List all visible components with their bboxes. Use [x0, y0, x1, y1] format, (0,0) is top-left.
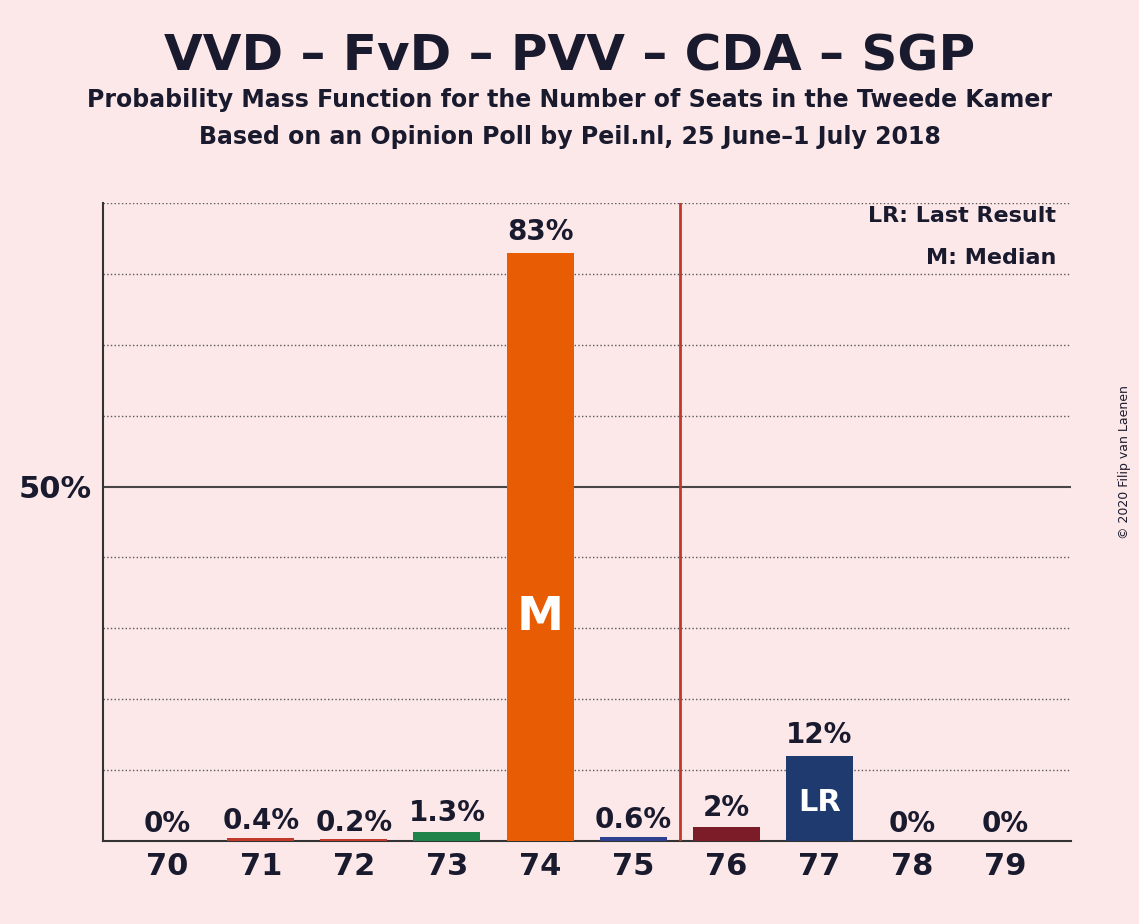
Bar — [228, 838, 294, 841]
Bar — [599, 836, 666, 841]
Text: 0.2%: 0.2% — [316, 808, 393, 836]
Text: M: M — [517, 595, 564, 640]
Text: LR: LR — [798, 788, 841, 817]
Text: Based on an Opinion Poll by Peil.nl, 25 June–1 July 2018: Based on an Opinion Poll by Peil.nl, 25 … — [198, 125, 941, 149]
Bar — [786, 756, 853, 841]
Text: 2%: 2% — [703, 795, 749, 822]
Text: Probability Mass Function for the Number of Seats in the Tweede Kamer: Probability Mass Function for the Number… — [87, 88, 1052, 112]
Text: 0.4%: 0.4% — [222, 808, 300, 835]
Text: VVD – FvD – PVV – CDA – SGP: VVD – FvD – PVV – CDA – SGP — [164, 32, 975, 80]
Bar — [693, 827, 760, 841]
Text: M: Median: M: Median — [926, 248, 1056, 268]
Bar — [320, 839, 387, 841]
Text: © 2020 Filip van Laenen: © 2020 Filip van Laenen — [1118, 385, 1131, 539]
Text: 0%: 0% — [145, 810, 191, 838]
Text: 0%: 0% — [982, 810, 1029, 838]
Text: 12%: 12% — [786, 721, 852, 748]
Text: 1.3%: 1.3% — [409, 799, 485, 827]
Bar — [507, 253, 574, 841]
Text: 83%: 83% — [507, 218, 573, 246]
Text: 0.6%: 0.6% — [595, 806, 672, 833]
Text: LR: Last Result: LR: Last Result — [868, 206, 1056, 226]
Bar — [413, 832, 481, 841]
Text: 0%: 0% — [888, 810, 936, 838]
